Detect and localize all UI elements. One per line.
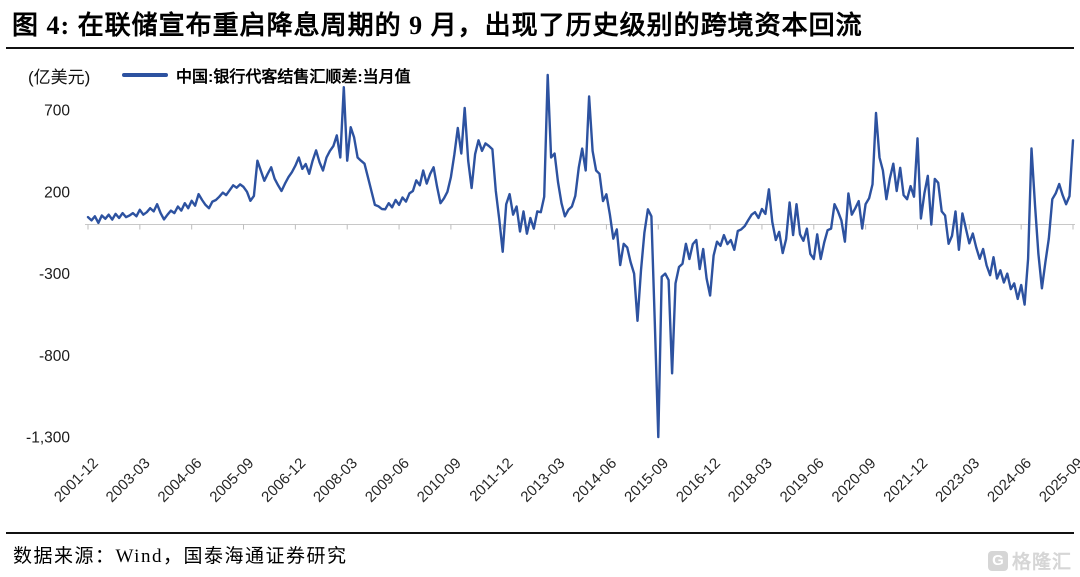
svg-text:2009-06: 2009-06 — [362, 455, 413, 506]
footer-divider — [6, 532, 1074, 534]
gelonghui-watermark: G 格隆汇 — [987, 547, 1072, 574]
svg-text:2005-09: 2005-09 — [206, 455, 257, 506]
svg-text:2024-06: 2024-06 — [984, 455, 1035, 506]
svg-text:700: 700 — [44, 103, 70, 120]
y-axis-unit-label: (亿美元) — [28, 68, 91, 87]
svg-text:2014-06: 2014-06 — [569, 455, 620, 506]
svg-text:-800: -800 — [39, 348, 70, 365]
svg-text:2001-12: 2001-12 — [51, 455, 102, 506]
figure-title: 图 4: 在联储宣布重启降息周期的 9 月，出现了历史级别的跨境资本回流 — [12, 11, 863, 40]
svg-text:2025-09: 2025-09 — [1036, 455, 1080, 506]
svg-text:2004-06: 2004-06 — [155, 455, 206, 506]
svg-text:2006-12: 2006-12 — [258, 455, 309, 506]
svg-text:2013-03: 2013-03 — [517, 455, 568, 506]
svg-text:2003-03: 2003-03 — [103, 455, 154, 506]
title-divider — [6, 47, 1074, 49]
svg-text:-300: -300 — [39, 266, 70, 283]
svg-text:2020-09: 2020-09 — [829, 455, 880, 506]
svg-text:2021-12: 2021-12 — [880, 455, 931, 506]
svg-text:2018-03: 2018-03 — [725, 455, 776, 506]
svg-text:-1,300: -1,300 — [26, 430, 70, 447]
gelonghui-logo-icon: G — [987, 550, 1008, 571]
legend-label: 中国:银行代客结售汇顺差:当月值 — [176, 69, 411, 86]
svg-text:2019-06: 2019-06 — [777, 455, 828, 506]
legend-line-swatch — [122, 73, 168, 77]
svg-text:2008-03: 2008-03 — [310, 455, 361, 506]
svg-text:2023-03: 2023-03 — [932, 455, 983, 506]
svg-text:2011-12: 2011-12 — [466, 455, 516, 505]
data-source-note: 数据来源：Wind，国泰海通证券研究 — [13, 546, 348, 567]
svg-text:200: 200 — [44, 184, 70, 201]
svg-text:2015-09: 2015-09 — [621, 455, 672, 506]
svg-text:2016-12: 2016-12 — [673, 455, 724, 506]
svg-text:2010-09: 2010-09 — [414, 455, 465, 506]
gelonghui-logo-text: 格隆汇 — [1011, 552, 1072, 573]
legend: 中国:银行代客结售汇顺差:当月值 — [122, 63, 411, 87]
